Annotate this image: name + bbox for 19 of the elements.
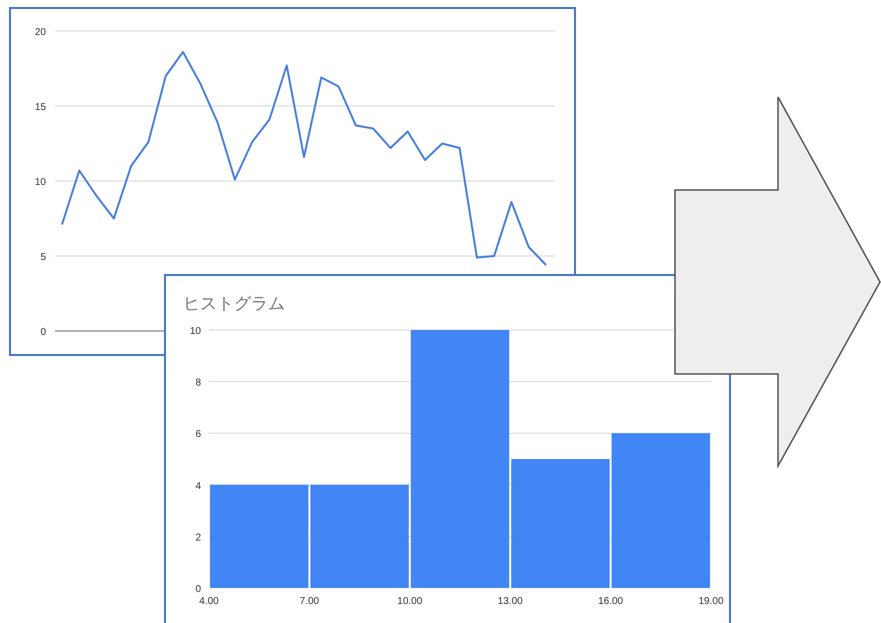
y-tick-label: 4 [195, 480, 202, 492]
y-tick-label: 5 [40, 252, 46, 263]
y-tick-label: 0 [195, 584, 202, 595]
x-tick-label: 7.00 [300, 596, 320, 607]
x-tick-label: 10.00 [397, 596, 423, 607]
y-tick-label: 20 [34, 27, 46, 38]
y-tick-label: 15 [34, 102, 46, 113]
y-tick-label: 10 [190, 326, 202, 337]
y-tick-label: 8 [195, 378, 202, 389]
x-tick-label: 16.00 [598, 596, 624, 607]
x-tick-label: 19.00 [698, 596, 724, 607]
y-tick-label: 2 [195, 532, 202, 544]
y-tick-label: 0 [40, 327, 46, 338]
chart-title: ヒストグラム [183, 294, 285, 313]
x-tick-label: 4.00 [199, 596, 220, 607]
y-tick-label: 6 [195, 429, 202, 440]
x-tick-label: 13.00 [498, 596, 524, 607]
y-tick-label: 10 [34, 177, 46, 188]
line-series [61, 51, 547, 266]
